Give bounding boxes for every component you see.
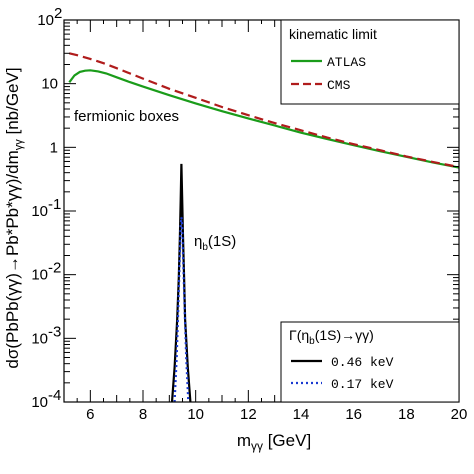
y-tick-exponent: -4 — [48, 387, 61, 404]
y-tick-label: 10 — [37, 12, 54, 29]
legend-entry-atlas-label: ATLAS — [327, 55, 366, 70]
legend-top-title: kinematic limit — [289, 26, 377, 42]
y-tick-label: 10 — [31, 203, 48, 220]
series-line-2 — [170, 163, 192, 402]
y-tick-label: 10 — [31, 394, 48, 411]
legend-top: kinematic limit ATLAS CMS — [280, 19, 460, 105]
x-tick-label: 14 — [293, 406, 310, 423]
series-line-1 — [69, 52, 459, 169]
x-tick-label: 16 — [345, 406, 362, 423]
legend-entry-046kev-label: 0.46 keV — [331, 355, 394, 370]
y-tick-exponent: 2 — [54, 5, 62, 22]
x-tick-label: 6 — [86, 406, 94, 423]
x-tick-label: 10 — [187, 406, 204, 423]
y-axis-title: dσ(PbPb(γγ)→Pb*Pb*γγ)/dmγγ [nb/GeV] — [3, 67, 25, 368]
y-tick-label: 10 — [31, 267, 48, 284]
x-tick-label: 12 — [240, 406, 257, 423]
x-tick-label: 18 — [398, 406, 415, 423]
annotation-fermionic-boxes: fermionic boxes — [74, 108, 179, 125]
plot-frame — [63, 19, 460, 403]
x-axis-title: mγγ [GeV] — [237, 431, 311, 453]
y-tick-exponent: -3 — [48, 323, 61, 340]
y-tick-label: 1 — [50, 139, 58, 156]
legend-bottom: Γ(ηb(1S)→γγ) 0.46 keV 0.17 keV — [280, 321, 460, 403]
y-tick-label: 10 — [41, 76, 58, 93]
legend-entry-017kev-label: 0.17 keV — [331, 377, 394, 392]
x-tick-label: 8 — [139, 406, 147, 423]
annotation-eta-b: ηb(1S) — [194, 233, 236, 253]
series-layer — [68, 52, 459, 402]
y-tick-label: 10 — [31, 330, 48, 347]
legend-entry-cms-label: CMS — [327, 78, 351, 93]
x-tick-label: 20 — [451, 406, 468, 423]
y-tick-exponent: -2 — [48, 260, 61, 277]
y-tick-exponent: -1 — [48, 196, 61, 213]
